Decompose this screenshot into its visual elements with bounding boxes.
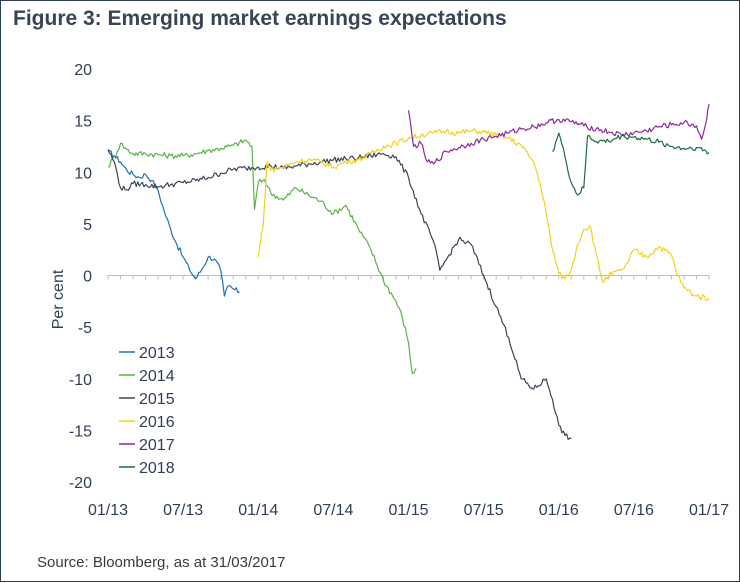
- series-line-2014: [107, 139, 417, 375]
- legend-label-2018: 2018: [139, 460, 175, 477]
- x-tick-label: 07/15: [464, 502, 504, 519]
- y-tick-label: 15: [74, 114, 92, 131]
- x-tick-label: 01/17: [689, 502, 729, 519]
- x-tick-label: 07/14: [313, 502, 353, 519]
- legend-label-2014: 2014: [139, 368, 175, 385]
- y-tick-label: -20: [69, 475, 92, 492]
- series-line-2017: [407, 103, 710, 165]
- x-tick-label: 01/14: [238, 502, 278, 519]
- y-tick-label: -5: [78, 320, 92, 337]
- y-tick-label: -10: [69, 372, 92, 389]
- legend-label-2016: 2016: [139, 414, 175, 431]
- source-note: Source: Bloomberg, as at 31/03/2017: [37, 554, 286, 571]
- y-axis-label: Per cent: [50, 269, 67, 329]
- x-tick-label: 01/16: [539, 502, 579, 519]
- y-tick-label: 10: [74, 165, 92, 182]
- chart-title: Figure 3: Emerging market earnings expec…: [13, 7, 507, 30]
- series-line-2015: [107, 149, 572, 440]
- y-tick-label: -15: [69, 423, 92, 440]
- series-line-2013: [107, 149, 240, 297]
- x-tick-label: 01/13: [88, 502, 128, 519]
- legend-label-2015: 2015: [139, 391, 175, 408]
- y-tick-label: 20: [74, 62, 92, 79]
- x-tick-label: 01/15: [388, 502, 428, 519]
- x-tick-label: 07/16: [614, 502, 654, 519]
- x-tick-label: 07/13: [163, 502, 203, 519]
- series-line-2016: [257, 128, 710, 301]
- legend-label-2017: 2017: [139, 437, 175, 454]
- y-tick-label: 0: [83, 269, 92, 286]
- legend-label-2013: 2013: [139, 345, 175, 362]
- y-tick-label: 5: [83, 217, 92, 234]
- series-line-2018: [552, 132, 710, 196]
